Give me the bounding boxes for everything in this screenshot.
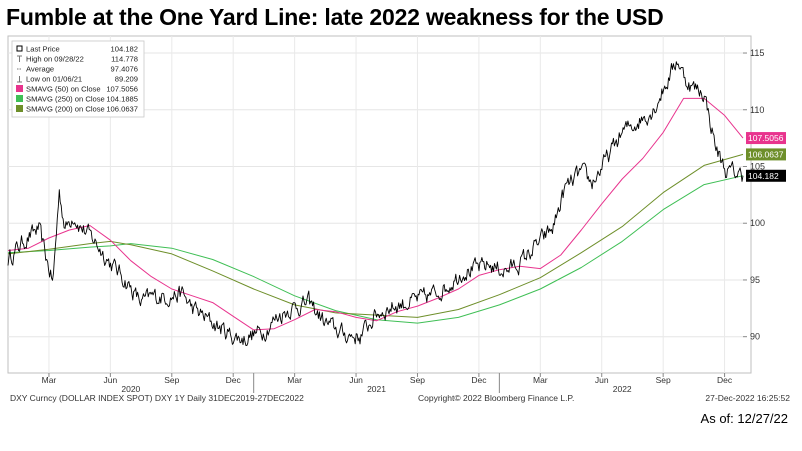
legend-value: 114.778 xyxy=(111,55,138,64)
legend-box xyxy=(11,40,145,118)
year-label: 2021 xyxy=(367,384,386,394)
y-axis-ticks: 90 95 100 105 110 115 xyxy=(743,48,765,342)
y-tick-label: 105 xyxy=(750,161,765,171)
legend-row-last: Last Price 104.182 xyxy=(16,45,138,54)
series-line-sma250 xyxy=(7,175,744,324)
series-group xyxy=(7,61,744,346)
as-of-date: As of: 12/27/22 xyxy=(700,411,788,426)
legend-value: 104.182 xyxy=(111,45,138,54)
y-tick-label: 90 xyxy=(750,332,760,342)
end-label-price: 104.182 xyxy=(746,169,786,182)
legend-swatch xyxy=(16,105,23,112)
gridlines xyxy=(8,36,743,373)
legend-row-low: Low on 01/06/21 89.209 xyxy=(17,75,138,84)
legend-row-sma200: SMAVG (200) on Close 106.0637 xyxy=(16,105,138,114)
legend-row-sma250: SMAVG (250) on Close 104.1885 xyxy=(16,95,138,104)
x-tick-label: Dec xyxy=(471,375,487,385)
plot-frame xyxy=(7,35,752,374)
x-tick-label: Jun xyxy=(595,375,609,385)
end-label-text: 104.182 xyxy=(748,171,779,181)
end-label-text: 107.5056 xyxy=(748,133,784,143)
y-tick-label: 100 xyxy=(750,218,765,228)
y-tick-label: 115 xyxy=(750,48,764,58)
end-label-sma200: 106.0637 xyxy=(746,148,786,161)
x-tick-label: Jun xyxy=(104,375,118,385)
x-tick-label: Mar xyxy=(533,375,548,385)
legend-label: High on 09/28/22 xyxy=(26,55,84,64)
legend-row-high: High on 09/28/22 114.778 xyxy=(17,55,138,64)
legend-swatch xyxy=(16,85,23,92)
high-marker-icon xyxy=(17,55,22,62)
legend-label: Average xyxy=(26,65,54,74)
y-tick-label: 95 xyxy=(750,275,760,285)
footer-right: 27-Dec-2022 16:25:52 xyxy=(705,393,790,403)
legend-swatch xyxy=(16,95,23,102)
legend-label: SMAVG (200) on Close xyxy=(26,105,105,114)
end-label-text: 106.0637 xyxy=(748,149,784,159)
x-tick-label: Sep xyxy=(656,375,671,385)
y-tick-label: 110 xyxy=(750,105,764,115)
x-tick-label: Dec xyxy=(226,375,242,385)
series-line-sma50 xyxy=(7,97,744,331)
legend-value: 89.209 xyxy=(115,75,138,84)
legend-value: 107.5056 xyxy=(106,85,138,94)
x-tick-label: Dec xyxy=(717,375,733,385)
end-label-sma50: 107.5056 xyxy=(746,132,786,145)
legend-row-avg: Average 97.4076 xyxy=(17,65,138,74)
year-label: 2022 xyxy=(613,384,632,394)
square-marker-icon xyxy=(16,45,23,52)
x-tick-label: Mar xyxy=(287,375,302,385)
series-line-sma200 xyxy=(7,153,744,318)
footer-left: DXY Curncy (DOLLAR INDEX SPOT) DXY 1Y Da… xyxy=(10,393,304,403)
series-line-price xyxy=(7,61,744,346)
low-marker-icon xyxy=(17,76,22,83)
legend-row-sma50: SMAVG (50) on Close 107.5056 xyxy=(16,85,138,94)
legend: Last Price 104.182 High on 09/28/22 114.778… xyxy=(11,40,145,118)
end-value-labels: 107.5056 106.0637 104.182 xyxy=(746,132,786,182)
legend-label: SMAVG (250) on Close xyxy=(26,95,105,104)
x-tick-label: Mar xyxy=(42,375,57,385)
x-tick-label: Jun xyxy=(349,375,363,385)
legend-value: 104.1885 xyxy=(106,95,138,104)
x-tick-label: Sep xyxy=(410,375,425,385)
footer-center: Copyright© 2022 Bloomberg Finance L.P. xyxy=(418,393,574,403)
legend-value: 97.4076 xyxy=(111,65,138,74)
x-axis-ticks: Mar Jun Sep Dec Mar Jun Sep Dec Mar Jun Sep Dec 2020… xyxy=(42,373,733,394)
legend-label: SMAVG (50) on Close xyxy=(26,85,101,94)
legend-value: 106.0637 xyxy=(106,105,138,114)
legend-label: Last Price xyxy=(26,45,60,54)
legend-label: Low on 01/06/21 xyxy=(26,75,82,84)
page-title: Fumble at the One Yard Line: late 2022 w… xyxy=(6,4,664,30)
year-label: 2020 xyxy=(121,384,140,394)
x-tick-label: Sep xyxy=(164,375,179,385)
